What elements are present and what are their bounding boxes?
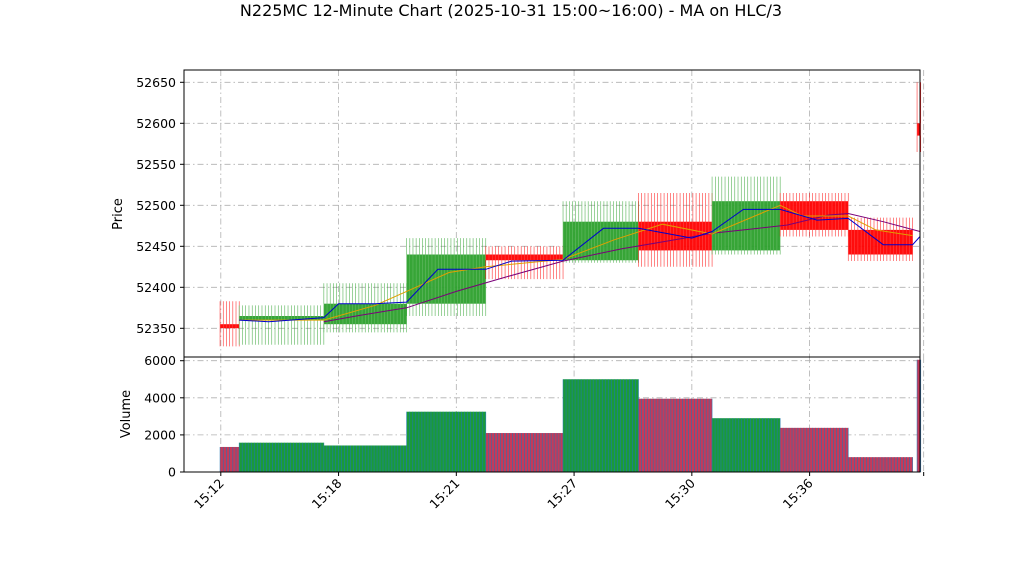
volume-bar <box>485 433 564 472</box>
price-y-tick-label: 52550 <box>136 157 176 172</box>
x-tick-label: 15:30 <box>662 475 698 511</box>
price-y-tick-label: 52350 <box>136 321 176 336</box>
volume-bar <box>323 445 407 472</box>
volume-y-tick-label: 0 <box>168 465 176 480</box>
candle-body <box>220 324 240 329</box>
price-y-tick-label: 52500 <box>136 198 176 213</box>
volume-bar-fill <box>848 457 913 472</box>
volume-bar-fill <box>712 418 781 472</box>
candle-bar <box>406 238 487 316</box>
x-tick-label: 15:12 <box>191 476 227 512</box>
candle-body <box>485 254 564 261</box>
volume-bar <box>916 359 922 472</box>
ma-short-line <box>239 208 921 323</box>
price-axis-label: Price <box>111 198 126 230</box>
candle-body <box>917 123 921 136</box>
x-tick-label: 15:21 <box>426 476 462 512</box>
volume-axis-label: Volume <box>119 390 134 438</box>
price-y-tick-label: 52650 <box>136 75 176 90</box>
chart-title: N225MC 12-Minute Chart (2025-10-31 15:00… <box>240 1 782 20</box>
volume-bar-fill <box>563 379 639 472</box>
volume-bar <box>238 442 325 472</box>
volume-bar-fill <box>780 427 849 472</box>
volume-bar <box>562 379 639 472</box>
x-tick-label: 15:18 <box>309 475 345 511</box>
volume-y-tick-label: 2000 <box>144 427 176 442</box>
volume-bar-fill <box>638 398 713 472</box>
x-tick-label: 15:36 <box>780 475 816 511</box>
volume-bar-fill <box>917 359 921 472</box>
volume-bar <box>219 446 240 472</box>
ma-mid-line <box>239 204 913 321</box>
volume-bar <box>711 418 781 472</box>
candle-bar <box>847 217 913 262</box>
candle-bar <box>916 82 922 152</box>
candle-body <box>239 316 324 320</box>
candle-body <box>406 254 486 304</box>
price-y-tick-label: 52450 <box>136 239 176 254</box>
price-y-tick-label: 52600 <box>136 116 176 131</box>
volume-y-tick-label: 6000 <box>144 353 176 368</box>
price-y-tick-label: 52400 <box>136 280 176 295</box>
candle-bar <box>219 301 240 347</box>
candle-body <box>712 201 781 251</box>
volume-bar <box>779 427 849 472</box>
volume-bar <box>847 457 913 472</box>
candle-bar <box>238 305 325 345</box>
candle-body <box>638 221 713 251</box>
volume-y-tick-label: 4000 <box>144 390 176 405</box>
volume-panel-frame <box>183 356 921 473</box>
ma-long-line <box>323 212 921 323</box>
candle-bar <box>711 176 781 255</box>
volume-panel <box>184 357 925 473</box>
candle-bar <box>323 283 407 333</box>
x-tick-label: 15:27 <box>544 476 580 512</box>
price-panel <box>184 70 925 357</box>
volume-bar <box>638 398 713 472</box>
volume-bar <box>406 411 487 472</box>
